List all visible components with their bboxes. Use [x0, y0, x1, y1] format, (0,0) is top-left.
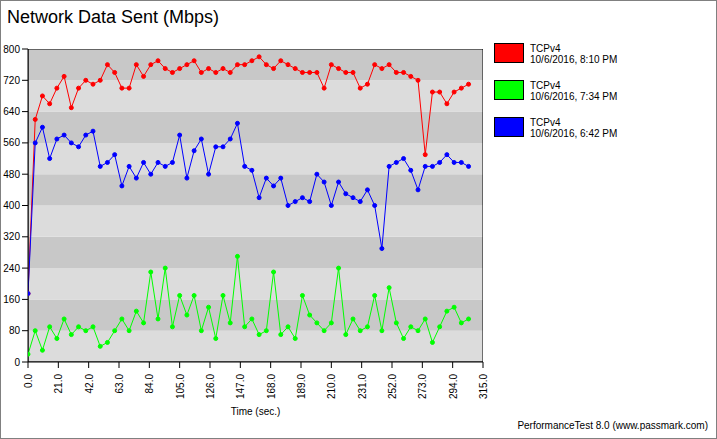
html-text:TCPv4: TCPv4 — [530, 43, 561, 54]
svg-text:800: 800 — [8, 44, 20, 55]
svg-text:400: 400 — [8, 200, 20, 211]
html-text:Network Data Sent (Mbps): Network Data Sent (Mbps) — [7, 7, 220, 27]
svg-text:21.0: 21.0 — [53, 374, 64, 394]
svg-text:240: 240 — [8, 263, 20, 274]
svg-text:126.0: 126.0 — [205, 374, 216, 399]
html-text:TCPv4: TCPv4 — [530, 117, 561, 128]
svg-text:105.0: 105.0 — [175, 374, 186, 399]
svg-text:63.0: 63.0 — [114, 374, 125, 394]
svg-text:189.0: 189.0 — [296, 374, 307, 399]
svg-text:231.0: 231.0 — [357, 374, 368, 399]
svg-text:147.0: 147.0 — [235, 374, 246, 399]
svg-text:273.0: 273.0 — [417, 374, 428, 399]
svg-text:560: 560 — [8, 137, 20, 148]
html-text:10/6/2016, 6:42 PM: 10/6/2016, 6:42 PM — [530, 128, 618, 139]
svg-text:42.0: 42.0 — [84, 374, 95, 394]
html-text:TCPv4: TCPv4 — [530, 80, 561, 91]
svg-text:80: 80 — [9, 325, 21, 336]
html-text:PerformanceTest 8.0 (www.passm: PerformanceTest 8.0 (www.passmark.com) — [517, 420, 708, 431]
svg-text:315.0: 315.0 — [478, 374, 489, 399]
html-text:Time (sec.): Time (sec.) — [230, 406, 281, 417]
svg-text:640: 640 — [8, 106, 20, 117]
svg-text:320: 320 — [8, 231, 20, 242]
svg-text:0.0: 0.0 — [23, 374, 34, 388]
svg-text:480: 480 — [8, 169, 20, 180]
svg-text:210.0: 210.0 — [326, 374, 337, 399]
svg-text:252.0: 252.0 — [387, 374, 398, 399]
svg-text:720: 720 — [8, 75, 20, 86]
svg-text:168.0: 168.0 — [266, 374, 277, 399]
svg-text:0: 0 — [14, 357, 20, 368]
html-text:10/6/2016, 7:34 PM: 10/6/2016, 7:34 PM — [530, 91, 618, 102]
html-text:10/6/2016, 8:10 PM: 10/6/2016, 8:10 PM — [530, 54, 618, 65]
svg-text:294.0: 294.0 — [448, 374, 459, 399]
svg-text:160: 160 — [8, 294, 20, 305]
svg-text:84.0: 84.0 — [144, 374, 155, 394]
